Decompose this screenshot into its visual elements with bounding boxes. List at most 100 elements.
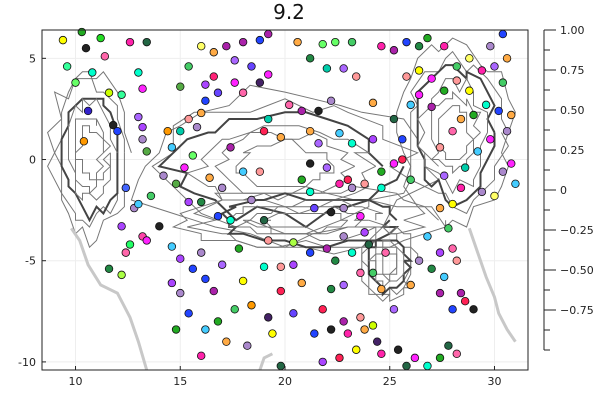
- scatter-point: [125, 37, 135, 47]
- scatter-point: [171, 179, 181, 189]
- scatter-point: [460, 163, 470, 172]
- scatter-point: [360, 228, 369, 237]
- plot-frame: [41, 29, 529, 371]
- scatter-point: [79, 137, 89, 146]
- scatter-point: [435, 203, 445, 213]
- scatter-point: [125, 240, 135, 249]
- scatter-point: [259, 262, 269, 271]
- scatter-point: [264, 313, 273, 322]
- scatter-point: [427, 102, 436, 112]
- scatter-point: [247, 301, 256, 310]
- scatter-point: [276, 133, 286, 142]
- scatter-point: [305, 126, 315, 136]
- scatter-point: [326, 96, 336, 106]
- scatter-point: [276, 286, 286, 296]
- scatter-point: [142, 147, 151, 156]
- scatter-point: [360, 325, 369, 334]
- scatter-point: [276, 262, 286, 271]
- scatter-point: [259, 216, 269, 225]
- scatter-point: [406, 100, 415, 110]
- scatter-point: [297, 106, 306, 116]
- scatter-point: [188, 264, 198, 274]
- scatter-point: [226, 216, 235, 225]
- scatter-point: [284, 100, 294, 110]
- scatter-point: [435, 248, 445, 257]
- contour-line: [262, 213, 349, 235]
- scatter-point: [310, 203, 319, 213]
- scatter-points: [58, 27, 520, 371]
- scatter-point: [104, 264, 114, 274]
- contour-line: [438, 105, 475, 160]
- scatter-point: [318, 39, 327, 49]
- contour-line: [235, 138, 335, 187]
- scatter-point: [230, 78, 239, 87]
- scatter-point: [259, 126, 269, 136]
- scatter-point: [452, 349, 461, 359]
- scatter-point: [264, 70, 273, 79]
- scatter-point: [96, 33, 105, 43]
- scatter-point: [213, 317, 223, 326]
- scatter-point: [81, 44, 91, 53]
- scatter-point: [243, 341, 252, 350]
- scatter-point: [230, 305, 239, 314]
- scatter-point: [121, 248, 130, 257]
- contour-line: [382, 253, 398, 275]
- scatter-point: [368, 321, 378, 330]
- scatter-point: [176, 126, 185, 136]
- scatter-point: [410, 353, 420, 363]
- scatter-point: [377, 41, 386, 51]
- scatter-point: [226, 143, 235, 152]
- scatter-point: [402, 72, 411, 81]
- scatter-point: [452, 62, 461, 71]
- scatter-point: [377, 349, 386, 359]
- scatter-point: [498, 78, 508, 87]
- scatter-point: [197, 351, 206, 361]
- scatter-point: [326, 284, 336, 294]
- scatter-point: [356, 268, 365, 278]
- x-tick-label: 10: [69, 375, 83, 388]
- scatter-point: [176, 288, 185, 298]
- contour-line: [417, 77, 488, 195]
- scatter-point: [456, 114, 466, 124]
- scatter-point: [62, 62, 72, 71]
- contour-line: [54, 71, 125, 228]
- scatter-point: [427, 264, 436, 274]
- scatter-point: [440, 41, 449, 51]
- scatter-point: [372, 337, 382, 346]
- scatter-point: [452, 76, 461, 85]
- scatter-point: [184, 197, 193, 207]
- scatter-point: [469, 110, 478, 120]
- scatter-point: [276, 361, 286, 371]
- scatter-point: [377, 167, 386, 176]
- scatter-point: [448, 244, 457, 253]
- contour-line: [375, 246, 398, 283]
- scatter-point: [398, 155, 407, 164]
- scatter-point: [117, 270, 126, 280]
- scatter-point: [197, 197, 206, 207]
- scatter-point: [490, 62, 499, 71]
- scatter-point: [368, 98, 378, 108]
- scatter-point: [109, 120, 118, 130]
- scatter-point: [352, 72, 361, 81]
- scatter-point: [502, 54, 512, 63]
- contour-line: [60, 97, 119, 223]
- scatter-point: [469, 305, 478, 314]
- scatter-point: [264, 114, 273, 124]
- scatter-point: [197, 108, 206, 118]
- x-tick-label: 15: [173, 375, 187, 388]
- scatter-point: [142, 236, 151, 245]
- boundary-line: [70, 227, 149, 371]
- scatter-point: [322, 163, 332, 172]
- scatter-point: [297, 175, 306, 184]
- scatter-point: [171, 325, 181, 334]
- scatter-point: [477, 187, 487, 197]
- contour-line: [75, 118, 112, 195]
- y-tick-label: 0: [29, 154, 36, 167]
- colorbar-tick-label: 0.75: [560, 64, 585, 77]
- scatter-point: [448, 305, 457, 314]
- scatter-point: [289, 260, 298, 269]
- scatter-point: [293, 37, 302, 47]
- scatter-point: [414, 90, 424, 99]
- scatter-point: [201, 325, 210, 334]
- scatter-point: [435, 288, 445, 298]
